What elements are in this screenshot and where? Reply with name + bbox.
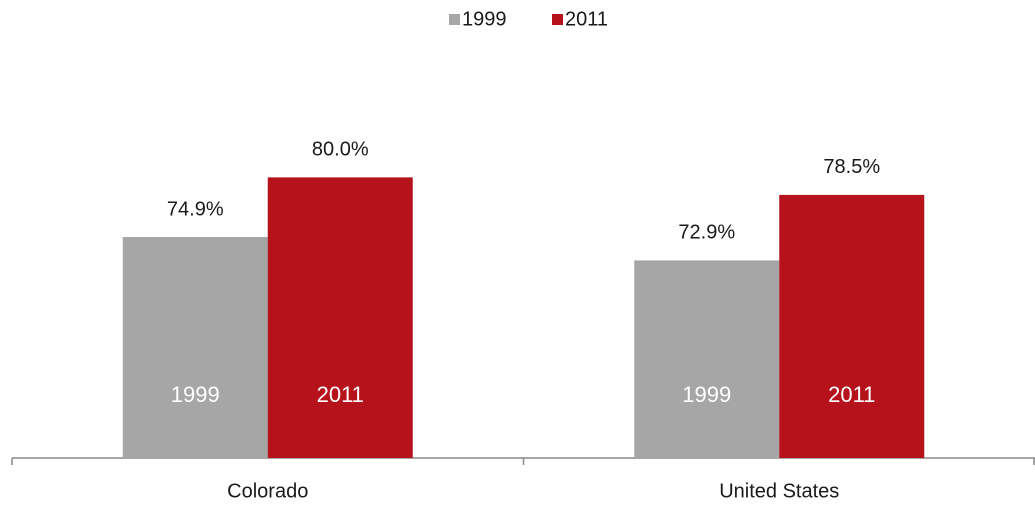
- bar: [779, 194, 925, 458]
- value-label: 72.9%: [678, 222, 735, 244]
- bar: [634, 260, 780, 458]
- legend-label: 2011: [565, 8, 608, 30]
- value-label: 74.9%: [167, 198, 224, 220]
- value-label: 78.5%: [823, 156, 880, 178]
- bar-inner-label: 2011: [317, 382, 364, 407]
- legend-swatch: [449, 14, 460, 25]
- bar: [122, 237, 268, 458]
- value-label: 80.0%: [312, 139, 369, 161]
- legend-label: 1999: [462, 8, 507, 30]
- bar-inner-label: 2011: [828, 382, 875, 407]
- bar-inner-label: 1999: [682, 382, 731, 407]
- bar: [267, 177, 413, 458]
- x-tick-label: Colorado: [227, 480, 308, 502]
- bar-inner-label: 1999: [171, 382, 220, 407]
- x-tick-label: United States: [719, 480, 839, 502]
- legend-swatch: [552, 14, 563, 25]
